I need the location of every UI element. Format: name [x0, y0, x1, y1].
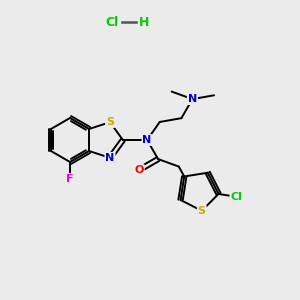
Text: S: S: [198, 206, 206, 216]
Text: S: S: [106, 117, 114, 127]
Text: N: N: [142, 135, 152, 145]
Text: N: N: [105, 153, 115, 163]
Text: H: H: [139, 16, 149, 28]
Text: Cl: Cl: [105, 16, 119, 28]
Text: F: F: [66, 174, 74, 184]
Text: O: O: [134, 165, 144, 175]
Text: N: N: [188, 94, 197, 104]
Text: Cl: Cl: [230, 192, 242, 202]
